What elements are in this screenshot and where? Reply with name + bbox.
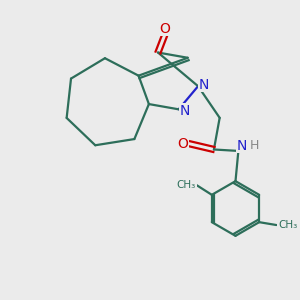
Text: N: N xyxy=(179,104,190,118)
Text: N: N xyxy=(237,139,247,153)
Text: CH₃: CH₃ xyxy=(278,220,297,230)
Text: O: O xyxy=(160,22,171,36)
Text: H: H xyxy=(250,139,259,152)
Text: O: O xyxy=(178,137,188,151)
Text: N: N xyxy=(199,78,209,92)
Text: CH₃: CH₃ xyxy=(177,180,196,190)
